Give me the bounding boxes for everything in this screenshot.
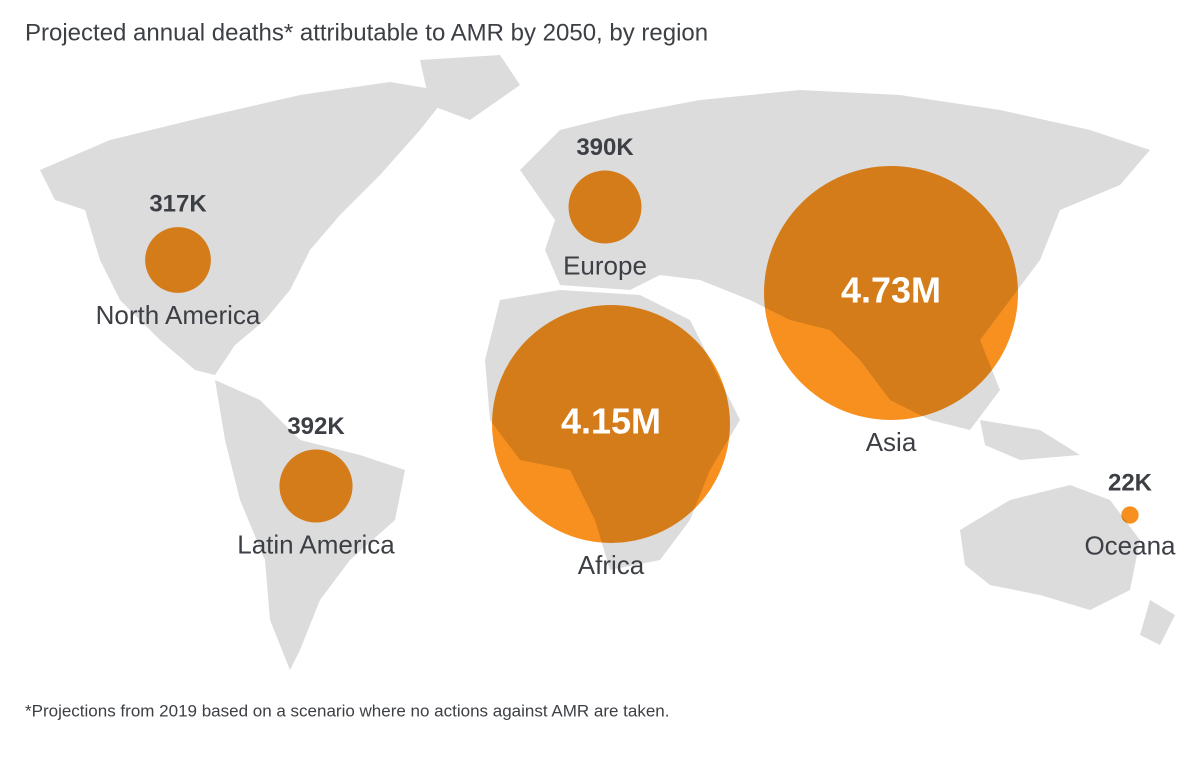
bubble <box>279 449 353 523</box>
value-label: 22K <box>1108 470 1153 497</box>
bubble <box>1121 506 1139 524</box>
value-label: 317K <box>149 190 207 217</box>
region-name: Africa <box>578 550 645 580</box>
bubbles: 317K North America 390K Europe 392K Latin Ame… <box>96 134 1176 580</box>
value-label: 392K <box>287 413 345 440</box>
value-label: 4.15M <box>561 401 661 442</box>
region-name: Europe <box>563 250 647 280</box>
region-name: Asia <box>866 427 917 457</box>
footnote: *Projections from 2019 based on a scenar… <box>25 701 669 720</box>
bubble <box>764 166 1018 420</box>
bubble <box>145 227 211 293</box>
chart-title: Projected annual deaths* attributable to… <box>25 19 708 46</box>
region-name: Latin America <box>237 529 395 559</box>
value-label: 390K <box>576 134 634 161</box>
region-name: North America <box>96 300 261 330</box>
region-name: Oceana <box>1084 531 1176 561</box>
bubble <box>492 305 730 543</box>
bubble <box>568 170 642 244</box>
value-label: 4.73M <box>841 270 941 311</box>
